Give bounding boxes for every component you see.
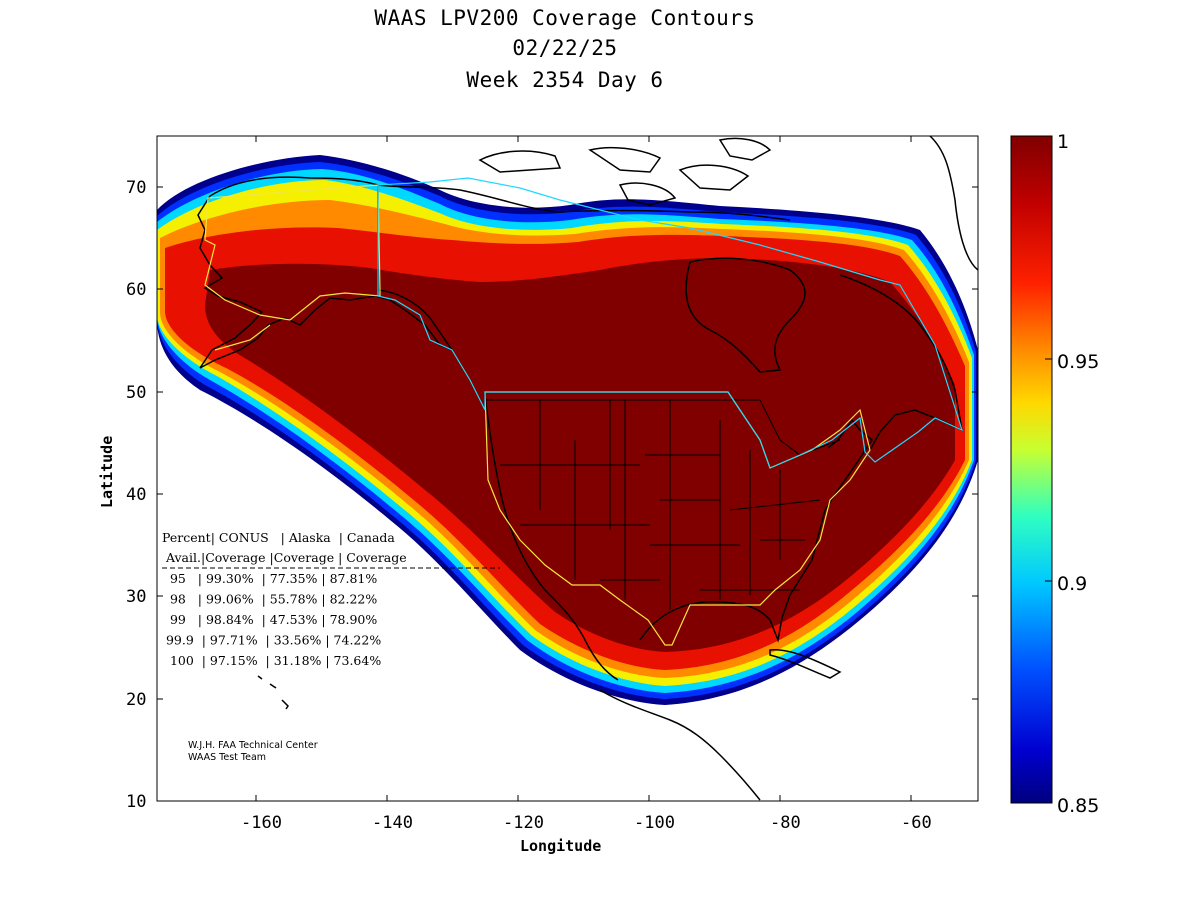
state-boundaries xyxy=(485,399,841,610)
us-canada-border xyxy=(485,399,841,456)
y-tick-label: 20 xyxy=(126,690,146,710)
x-tick-label: -160 xyxy=(241,813,282,833)
x-axis-label: Longitude xyxy=(520,837,601,855)
chart-date: 02/22/25 xyxy=(512,36,618,60)
x-tick-label: -80 xyxy=(770,813,801,833)
x-tick-label: -100 xyxy=(634,813,675,833)
coverage-contours xyxy=(157,155,978,705)
region-outlines xyxy=(204,177,963,646)
mexico-coast xyxy=(599,689,761,801)
coastlines xyxy=(197,136,978,801)
conus-west-coast xyxy=(484,394,619,681)
stats-rows: 95 | 99.30% | 77.35% | 87.81% 98 | 99.06… xyxy=(162,571,381,668)
stats-header-row2: Avail.|Coverage |Coverage | Coverage xyxy=(162,550,407,565)
y-tick-label: 70 xyxy=(126,178,146,198)
greenland-edge xyxy=(929,136,978,271)
canada-region-outline xyxy=(377,177,963,469)
hawaii-islands xyxy=(257,675,289,710)
stats-row: 99.9 | 97.71% | 33.56% | 74.22% xyxy=(162,633,381,648)
contour-band-darkred xyxy=(205,258,955,652)
state-grid-east xyxy=(669,400,821,610)
alaska-region-outline xyxy=(204,184,381,351)
credit-line1: W.J.H. FAA Technical Center xyxy=(188,740,318,751)
chart-title: WAAS LPV200 Coverage Contours xyxy=(374,6,756,30)
stats-row: 95 | 99.30% | 77.35% | 87.81% xyxy=(162,571,377,586)
canada-arctic-coast xyxy=(377,184,791,221)
stats-row: 98 | 99.06% | 55.78% | 82.22% xyxy=(162,592,377,607)
cuba-outline xyxy=(769,649,842,679)
chart-week-day: Week 2354 Day 6 xyxy=(466,68,664,92)
x-tick-label: -140 xyxy=(372,813,413,833)
y-tick-label: 60 xyxy=(126,280,146,300)
colorbar-tick-label: 0.9 xyxy=(1057,573,1087,595)
hudson-bay-coast xyxy=(685,257,806,373)
colorbar-tick-label: 0.85 xyxy=(1057,795,1099,817)
y-tick-label: 50 xyxy=(126,383,146,403)
y-tick-label: 30 xyxy=(126,587,146,607)
plot-frame xyxy=(156,135,979,802)
x-tick-label: -60 xyxy=(901,813,932,833)
y-axis-label: Latitude xyxy=(98,436,116,508)
alaska-outline xyxy=(197,176,455,369)
conus-gulf-east-coast xyxy=(639,418,873,643)
stats-row: 100 | 97.15% | 31.18% | 73.64% xyxy=(162,653,381,668)
arctic-islands xyxy=(478,137,772,206)
coverage-stats-table: Percent| CONUS | Alaska | Canada Avail.|… xyxy=(162,530,500,668)
colorbar-tick-label: 1 xyxy=(1057,131,1069,153)
colorbar-tick-label: 0.95 xyxy=(1057,351,1099,373)
state-grid-west xyxy=(500,400,740,600)
colorbar-gradient xyxy=(1010,135,1053,804)
axis-ticks xyxy=(157,136,978,801)
colorbar: 1 0.95 0.9 0.85 xyxy=(1010,131,1099,817)
stats-header-row1: Percent| CONUS | Alaska | Canada xyxy=(162,530,395,545)
credit-line2: WAAS Test Team xyxy=(188,752,266,763)
y-tick-label: 10 xyxy=(126,792,146,812)
x-tick-label: -120 xyxy=(503,813,544,833)
stats-row: 99 | 98.84% | 47.53% | 78.90% xyxy=(162,612,377,627)
y-tick-label: 40 xyxy=(126,485,146,505)
colorbar-ticks xyxy=(1045,135,1052,804)
